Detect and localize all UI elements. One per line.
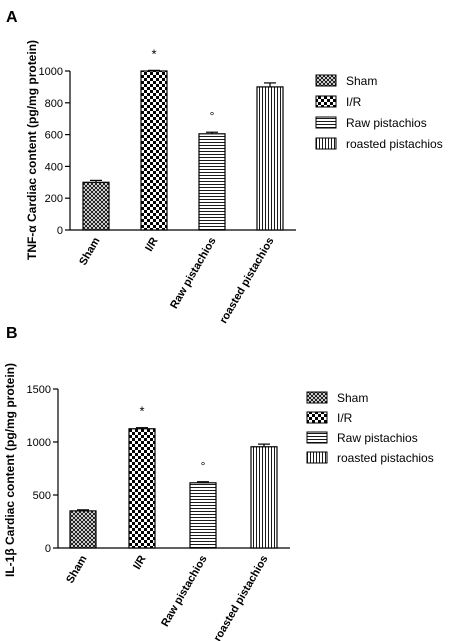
legend: Sham I/R Raw pistachios roasted pistachios bbox=[306, 391, 434, 465]
category-label: Sham bbox=[77, 235, 102, 267]
legend-swatch bbox=[306, 451, 328, 464]
y-tick-label: 200 bbox=[45, 193, 63, 205]
significance-marker: ° bbox=[210, 109, 215, 123]
panel-b: B IL-1β Cardiac content (pg/mg protein) … bbox=[3, 325, 434, 641]
category-label: I/R bbox=[131, 553, 148, 571]
panel-label: A bbox=[6, 9, 18, 26]
y-tick-label: 1000 bbox=[27, 437, 51, 449]
bar bbox=[256, 86, 284, 231]
y-tick-label: 800 bbox=[45, 98, 63, 110]
legend-swatch bbox=[315, 74, 337, 87]
significance-marker: * bbox=[151, 46, 156, 61]
category-label: Raw pistachios bbox=[159, 554, 209, 629]
y-tick-label: 1000 bbox=[39, 66, 63, 78]
legend-label: Sham bbox=[337, 391, 368, 405]
plot-area: 0 500 1000 1500 Sham * I/R ° Raw pistachios roast… bbox=[27, 384, 290, 641]
bar bbox=[82, 181, 110, 231]
legend-label: Raw pistachios bbox=[346, 116, 427, 130]
category-label: I/R bbox=[143, 235, 160, 253]
legend-swatch bbox=[315, 95, 337, 108]
bar bbox=[140, 70, 168, 231]
y-tick-label: 400 bbox=[45, 161, 63, 173]
bar bbox=[189, 482, 217, 549]
y-axis-label: IL-1β Cardiac content (pg/mg protein) bbox=[3, 363, 17, 577]
legend-label: I/R bbox=[346, 95, 362, 109]
y-tick-label: 0 bbox=[45, 543, 51, 555]
y-tick-label: 0 bbox=[57, 225, 63, 237]
legend-label: roasted pistachios bbox=[337, 451, 434, 465]
bar bbox=[250, 446, 278, 549]
legend-label: I/R bbox=[337, 411, 353, 425]
significance-marker: ° bbox=[201, 459, 206, 473]
y-tick-label: 1500 bbox=[27, 384, 51, 396]
legend: Sham I/R Raw pistachios roasted pistachios bbox=[315, 74, 443, 151]
category-label: Sham bbox=[64, 553, 89, 585]
bar bbox=[128, 428, 156, 549]
panel-label: B bbox=[6, 325, 18, 342]
legend-swatch bbox=[306, 411, 328, 424]
bar bbox=[198, 133, 226, 231]
y-tick-label: 600 bbox=[45, 130, 63, 142]
significance-marker: * bbox=[139, 404, 144, 419]
y-axis-label: TNF-α Cardiac content (pg/mg protein) bbox=[25, 40, 39, 260]
category-label: roasted pistachios bbox=[218, 236, 277, 326]
category-label: roasted pistachios bbox=[212, 554, 271, 641]
legend-swatch bbox=[306, 391, 328, 404]
legend-swatch bbox=[306, 431, 328, 444]
legend-label: Raw pistachios bbox=[337, 431, 418, 445]
legend-label: roasted pistachios bbox=[346, 137, 443, 151]
bar bbox=[69, 510, 97, 549]
plot-area: 0 200 400 600 800 1000 Sham * I/R ° Raw pistachios… bbox=[39, 46, 296, 326]
legend-swatch bbox=[315, 137, 337, 150]
panel-a: A TNF-α Cardiac content (pg/mg protein) … bbox=[6, 9, 443, 326]
legend-swatch bbox=[315, 116, 337, 129]
legend-label: Sham bbox=[346, 74, 377, 88]
y-tick-label: 500 bbox=[33, 490, 51, 502]
category-label: Raw pistachios bbox=[168, 236, 218, 311]
